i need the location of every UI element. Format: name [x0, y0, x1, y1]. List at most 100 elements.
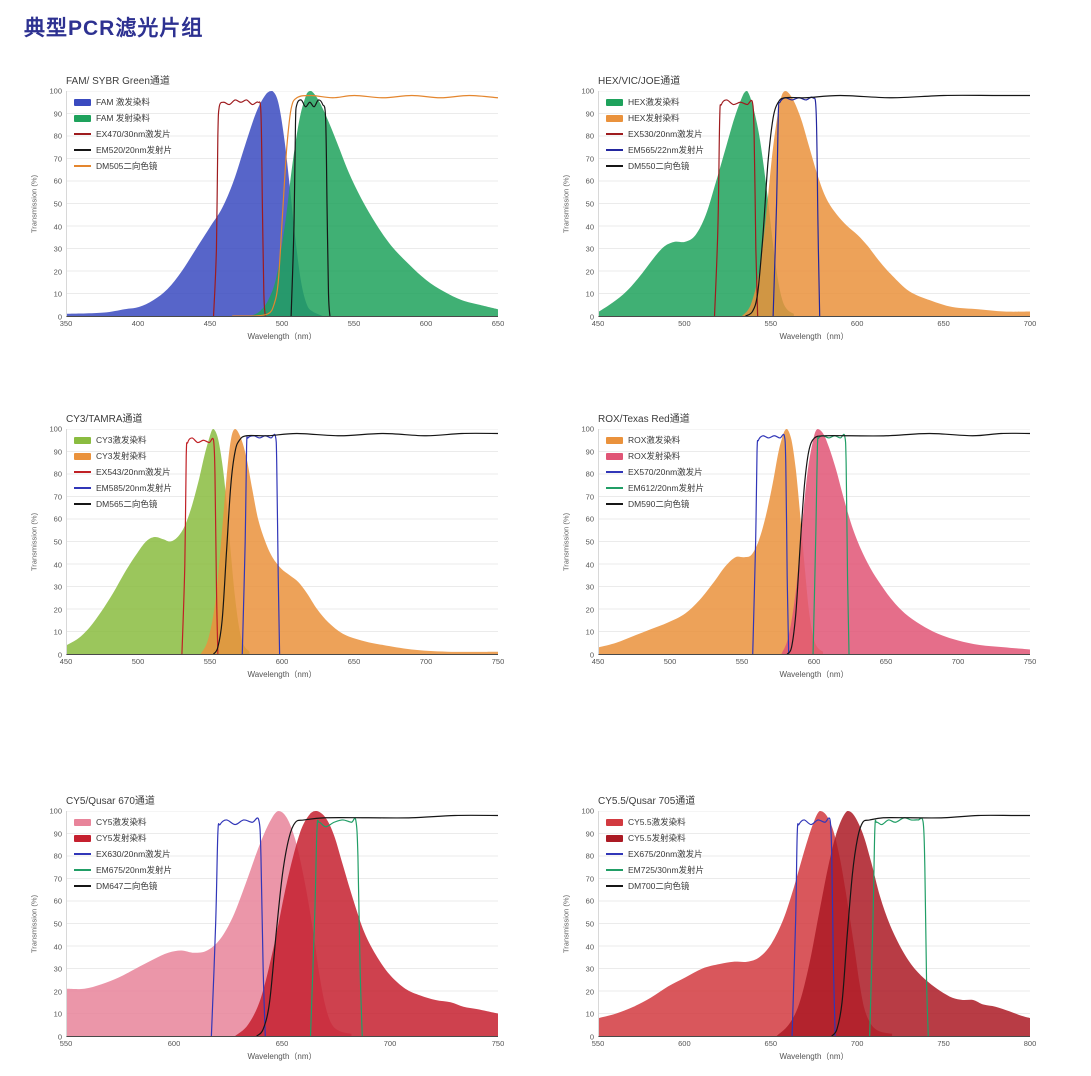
y-axis-ticks: 0 10 20 30 40 50 60 70 80 90 100 — [572, 807, 598, 1042]
y-axis-ticks: 0 10 20 30 40 50 60 70 80 90 100 — [40, 87, 66, 322]
legend-line-swatch — [606, 503, 623, 505]
chart-title: CY3/TAMRA通道 — [66, 414, 143, 425]
legend-line-swatch — [74, 885, 91, 887]
x-tick-label: 600 — [807, 657, 821, 666]
x-tick-label: 650 — [937, 319, 950, 328]
legend-line-swatch — [606, 133, 623, 135]
x-tick-label: 500 — [663, 657, 677, 666]
legend-line-swatch — [74, 487, 91, 489]
dye-spectrum-area — [67, 429, 250, 654]
filter-curve-line — [212, 99, 266, 316]
legend-label: EX530/20nm激发片 — [628, 129, 703, 139]
x-tick-label: 500 — [275, 319, 289, 328]
legend-line-swatch — [74, 869, 91, 871]
y-tick-label: 30 — [53, 964, 62, 974]
y-tick-label: 100 — [581, 86, 594, 96]
x-tick-label: 700 — [850, 1039, 864, 1048]
legend-label: EM725/30nm发射片 — [628, 865, 705, 875]
plot-wrap: Transmission (%) 0 10 20 30 40 50 60 70 80 90 100 … — [28, 87, 498, 322]
y-tick-label: 10 — [53, 1009, 62, 1019]
y-tick-label: 100 — [49, 424, 62, 434]
y-tick-label: 100 — [581, 806, 594, 816]
plot-area: CY5.5激发染料 CY5.5发射染料 EX675/20nm激发片 EM725/30n… — [598, 811, 1030, 1037]
legend-label: EX570/20nm激发片 — [628, 467, 703, 477]
legend: CY5.5激发染料 CY5.5发射染料 EX675/20nm激发片 EM725/30n… — [606, 816, 704, 896]
filter-curve-line — [713, 99, 759, 316]
x-axis-ticks: 450 500 550 600 650 700 — [592, 317, 1037, 329]
y-axis-label: Transmission (%) — [29, 174, 39, 234]
y-tick-label: 80 — [53, 851, 62, 861]
legend-item: ROX激发染料 — [606, 434, 704, 446]
spectra-plot — [67, 91, 498, 316]
chart-title: HEX/VIC/JOE通道 — [598, 76, 681, 87]
y-tick-label: 100 — [49, 806, 62, 816]
y-tick-label: 100 — [49, 86, 62, 96]
y-tick-label: 80 — [53, 469, 62, 479]
plot-area: HEX激发染料 HEX发射染料 EX530/20nm激发片 EM565/22nm发射片… — [598, 91, 1030, 317]
legend-line-swatch — [74, 133, 91, 135]
y-tick-label: 60 — [53, 176, 62, 186]
filter-curve-line — [869, 817, 929, 1036]
legend-item: DM505二向色镜 — [74, 160, 172, 172]
y-tick-label: 60 — [585, 176, 594, 186]
legend-label: DM550二向色镜 — [628, 161, 690, 171]
legend-label: CY5.5发射染料 — [628, 833, 686, 843]
y-tick-label: 10 — [585, 627, 594, 637]
filter-curve-line — [752, 433, 790, 654]
y-tick-label: 20 — [585, 987, 594, 997]
legend: HEX激发染料 HEX发射染料 EX530/20nm激发片 EM565/22nm发射片… — [606, 96, 704, 176]
legend-line-swatch — [74, 165, 91, 167]
y-tick-label: 50 — [585, 537, 594, 547]
legend-item: HEX发射染料 — [606, 112, 704, 124]
y-tick-label: 80 — [53, 131, 62, 141]
x-tick-label: 650 — [347, 657, 361, 666]
x-tick-label: 650 — [879, 657, 893, 666]
x-axis-label: Wavelength（nm） — [247, 332, 317, 341]
legend-line-swatch — [74, 149, 91, 151]
x-tick-label: 750 — [491, 1039, 505, 1048]
x-tick-label: 550 — [735, 657, 749, 666]
x-tick-label: 450 — [203, 319, 217, 328]
y-tick-label: 0 — [57, 312, 62, 322]
legend-item: HEX激发染料 — [606, 96, 704, 108]
y-tick-label: 90 — [53, 829, 62, 839]
filter-curve-line — [791, 817, 836, 1036]
y-tick-label: 0 — [589, 650, 594, 660]
y-tick-label: 50 — [53, 199, 62, 209]
legend-line-swatch — [74, 503, 91, 505]
y-tick-label: 80 — [585, 851, 594, 861]
y-tick-label: 60 — [53, 896, 62, 906]
x-tick-label: 450 — [591, 657, 605, 666]
x-tick-label: 650 — [491, 319, 505, 328]
x-tick-label: 700 — [383, 1039, 397, 1048]
legend-label: EM565/22nm发射片 — [628, 145, 705, 155]
legend-label: DM590二向色镜 — [628, 499, 690, 509]
legend-item: CY5.5激发染料 — [606, 816, 704, 828]
x-tick-label: 500 — [131, 657, 145, 666]
legend-line-swatch — [606, 471, 623, 473]
chart-row-1: FAM/ SYBR Green通道 Transmission (%) 0 10 20… — [28, 72, 1091, 342]
x-axis-label: Wavelength（nm） — [247, 1052, 317, 1061]
chart-cy3-tamra: CY3/TAMRA通道 Transmission (%) 0 10 20 30 40 50… — [28, 410, 505, 680]
y-tick-label: 20 — [53, 987, 62, 997]
legend-label: EX675/20nm激发片 — [628, 849, 703, 859]
legend-fill-swatch — [606, 98, 623, 106]
y-tick-label: 70 — [53, 492, 62, 502]
legend-item: EM520/20nm发射片 — [74, 144, 172, 156]
legend-label: ROX激发染料 — [628, 435, 681, 445]
x-tick-label: 700 — [419, 657, 433, 666]
legend-fill-swatch — [74, 98, 91, 106]
y-tick-label: 50 — [53, 919, 62, 929]
legend-item: CY5.5发射染料 — [606, 832, 704, 844]
x-tick-label: 400 — [131, 319, 145, 328]
y-tick-label: 20 — [585, 605, 594, 615]
legend-item: EM612/20nm发射片 — [606, 482, 704, 494]
plot-area: CY3激发染料 CY3发射染料 EX543/20nm激发片 EM585/20nm发射片… — [66, 429, 498, 655]
legend-item: DM647二向色镜 — [74, 880, 172, 892]
y-tick-label: 60 — [585, 896, 594, 906]
legend-fill-swatch — [74, 436, 91, 444]
legend-label: ROX发射染料 — [628, 451, 681, 461]
legend-item: CY5发射染料 — [74, 832, 172, 844]
y-tick-label: 70 — [53, 154, 62, 164]
dye-spectrum-area — [776, 811, 1030, 1036]
